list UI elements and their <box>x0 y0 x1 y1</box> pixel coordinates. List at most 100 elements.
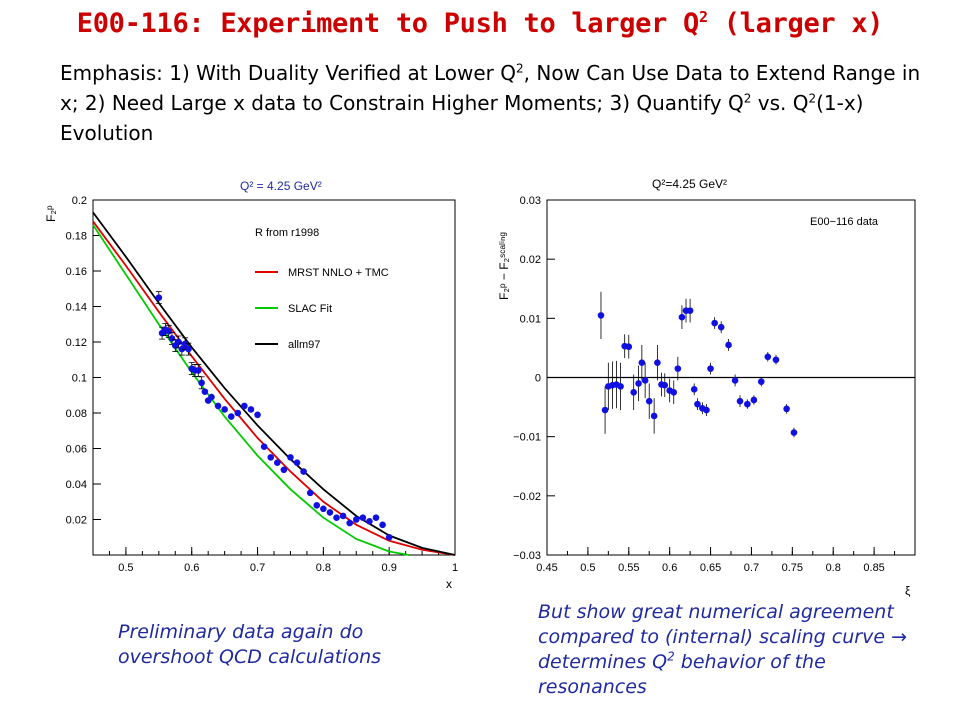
right-data-point <box>744 400 751 408</box>
emphasis-sup-3: 2 <box>808 91 817 106</box>
emphasis-part-3: vs. Q <box>751 91 809 115</box>
emphasis-part-1: Emphasis: 1) With Duality Verified at Lo… <box>60 61 517 85</box>
f2-vs-x-chart: Q² = 4.25 GeV² F₂ᵖ x R from r1998 MRST N… <box>44 179 458 591</box>
right-xtick-label: 0.6 <box>662 562 677 574</box>
emphasis-sup-1: 2 <box>516 61 524 76</box>
right-data-point <box>654 359 661 367</box>
left-data-point <box>372 514 380 522</box>
caption-right-part-b: determines Q <box>538 651 668 673</box>
left-data-point <box>320 505 327 513</box>
right-data-point <box>750 396 758 404</box>
left-data-point <box>306 489 314 497</box>
left-data-point <box>379 521 386 529</box>
left-data-point <box>185 345 192 353</box>
right-ytick-label: 0 <box>535 373 541 385</box>
right-data-point <box>717 323 725 331</box>
title-tail: (larger x) <box>707 8 884 39</box>
left-data-point <box>214 402 222 410</box>
right-data-point <box>690 386 698 393</box>
left-xtick-label: 0.6 <box>184 562 199 574</box>
right-xtick-label: 0.85 <box>863 562 884 574</box>
right-data-point <box>625 343 633 351</box>
left-ytick-label: 0.1 <box>72 373 87 385</box>
left-xtick-label: 0.8 <box>316 562 331 574</box>
right-ytick-label: 0.02 <box>520 254 541 266</box>
left-data-point <box>208 393 215 401</box>
left-data-point <box>333 514 340 522</box>
left-ytick-label: 0.04 <box>66 479 87 491</box>
right-data-point <box>764 353 772 361</box>
left-ytick-label: 0.2 <box>72 195 87 207</box>
right-data-point <box>597 312 605 319</box>
right-ytick-label: −0.02 <box>513 491 541 503</box>
right-data-point <box>772 356 780 364</box>
right-data-point <box>790 429 798 436</box>
curve-allm97 <box>92 211 456 556</box>
right-data-point <box>674 365 682 372</box>
right-data-point <box>694 400 701 408</box>
caption-right-sup: 2 <box>667 649 675 664</box>
caption-right: But show great numerical agreement compa… <box>538 600 928 700</box>
left-data-point <box>326 509 334 516</box>
left-data-point <box>267 454 275 461</box>
left-data-point <box>234 409 242 417</box>
emphasis-part-2: , Now Can Use Data to Extend Range in x;… <box>60 61 921 115</box>
caption-left: Preliminary data again do overshoot QCD … <box>118 621 382 668</box>
right-xlabel: ξ <box>905 584 911 598</box>
right-xtick-label: 0.5 <box>580 562 595 574</box>
right-data-point <box>678 313 686 321</box>
left-data-point <box>181 340 189 348</box>
left-xtick-label: 0.5 <box>118 562 133 574</box>
left-data-point <box>155 294 163 301</box>
left-data-point <box>195 367 202 374</box>
left-ylabel: F₂ᵖ <box>44 205 58 222</box>
right-data-point <box>635 380 642 387</box>
left-data-point <box>273 459 281 467</box>
left-data-point <box>300 468 307 475</box>
left-data-point <box>287 454 294 461</box>
left-ytick-label: 0.12 <box>66 337 87 349</box>
left-ytick-label: 0.02 <box>66 515 87 527</box>
left-data-point <box>313 502 321 509</box>
legend-label: allm97 <box>288 339 320 351</box>
right-ytick-label: 0.01 <box>520 313 541 325</box>
right-data-point <box>661 381 669 389</box>
left-data-point <box>247 406 255 413</box>
right-ytick-label: −0.03 <box>513 550 541 562</box>
right-ytick-label: −0.01 <box>513 432 541 444</box>
emphasis-sup-2: 2 <box>743 91 752 106</box>
emphasis-part-4: (1-x) Evolution <box>60 91 864 145</box>
left-xtick-label: 0.9 <box>382 562 397 574</box>
right-data-point <box>736 397 744 405</box>
right-ylabel: F₂ᵖ − F₂ˢᶜᵃˡⁱⁿᵍ <box>497 232 511 300</box>
left-annotation: R from r1998 <box>255 227 319 239</box>
right-points <box>597 291 798 438</box>
left-data-point <box>201 388 209 396</box>
left-data-point <box>339 512 347 520</box>
left-data-point <box>385 533 393 541</box>
left-data-point <box>178 345 186 353</box>
legend-label: MRST NNLO + TMC <box>288 267 389 279</box>
right-data-point <box>757 378 765 385</box>
right-data-point <box>707 365 714 372</box>
left-xlabel: x <box>446 577 452 591</box>
left-data-point <box>221 406 228 413</box>
right-xtick-label: 0.55 <box>618 562 639 574</box>
right-ticks: 0.45 0.5 0.55 0.6 0.65 0.7 0.75 0.8 0.85 −0.03 −0.… <box>513 195 916 574</box>
left-plot-frame <box>92 199 456 556</box>
left-data-point <box>280 466 288 474</box>
left-ticks: 0.5 0.6 0.7 0.8 0.9 1 0.02 0.04 0.06 0.08 0.1 0.12 0… <box>66 195 458 574</box>
right-data-point <box>630 388 637 396</box>
right-data-point <box>645 397 653 405</box>
caption-right-part-c: behavior of the resonances <box>538 651 826 698</box>
left-data-point <box>198 379 205 387</box>
left-xtick-label: 1 <box>452 562 458 574</box>
right-xtick-label: 0.65 <box>700 562 721 574</box>
left-legend: MRST NNLO + TMC SLAC Fit allm97 <box>255 267 389 351</box>
title-text: E00-116: Experiment to Push to larger Q <box>76 8 700 39</box>
left-data-point <box>293 459 301 467</box>
emphasis-paragraph: Emphasis: 1) With Duality Verified at Lo… <box>60 58 940 148</box>
left-data-point <box>227 413 235 420</box>
right-data-point <box>641 377 649 384</box>
